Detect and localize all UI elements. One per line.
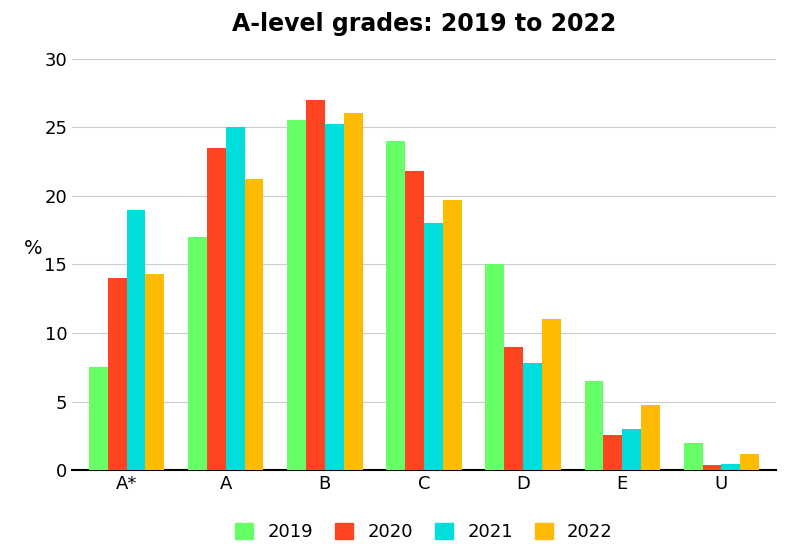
Title: A-level grades: 2019 to 2022: A-level grades: 2019 to 2022 xyxy=(232,12,616,36)
Bar xyxy=(622,429,641,470)
Bar xyxy=(344,114,362,470)
Bar xyxy=(325,124,344,470)
Bar xyxy=(486,264,504,470)
Bar xyxy=(89,367,108,470)
Bar xyxy=(641,404,660,470)
Bar xyxy=(542,319,561,470)
Bar xyxy=(684,443,702,470)
Bar xyxy=(523,363,542,470)
Bar xyxy=(126,209,146,470)
Bar xyxy=(504,347,523,470)
Bar xyxy=(443,200,462,470)
Bar xyxy=(108,278,126,470)
Bar xyxy=(188,237,207,470)
Bar xyxy=(585,381,603,470)
Y-axis label: %: % xyxy=(24,239,42,258)
Bar xyxy=(287,120,306,470)
Bar xyxy=(740,454,759,470)
Bar xyxy=(226,127,245,470)
Bar xyxy=(722,464,740,470)
Bar xyxy=(702,465,722,470)
Bar xyxy=(424,223,443,470)
Bar xyxy=(207,148,226,470)
Bar xyxy=(405,171,424,470)
Bar xyxy=(603,435,622,470)
Bar xyxy=(386,141,405,470)
Bar xyxy=(245,179,263,470)
Bar xyxy=(146,274,164,470)
Legend: 2019, 2020, 2021, 2022: 2019, 2020, 2021, 2022 xyxy=(226,514,622,550)
Bar xyxy=(306,100,325,470)
